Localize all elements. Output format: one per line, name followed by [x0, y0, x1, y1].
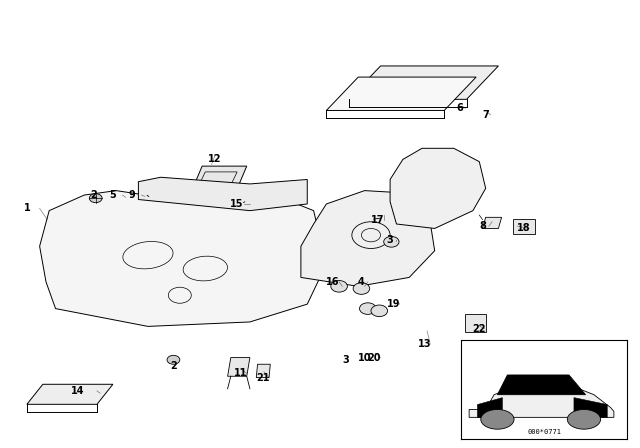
Text: 19: 19: [387, 299, 400, 309]
Text: 22: 22: [472, 323, 486, 334]
Text: 8: 8: [479, 221, 486, 231]
Text: 13: 13: [419, 339, 432, 349]
Polygon shape: [390, 148, 486, 228]
Text: 21: 21: [256, 373, 269, 383]
Polygon shape: [477, 398, 502, 418]
Text: 000*0771: 000*0771: [527, 429, 561, 435]
Text: 2: 2: [90, 190, 97, 200]
Circle shape: [167, 355, 180, 364]
Text: 11: 11: [234, 368, 247, 378]
Circle shape: [331, 280, 348, 292]
FancyBboxPatch shape: [465, 314, 486, 332]
Text: 3: 3: [387, 235, 394, 245]
Polygon shape: [574, 398, 607, 418]
FancyBboxPatch shape: [513, 219, 535, 234]
Text: 20: 20: [367, 353, 381, 362]
Text: 12: 12: [208, 155, 221, 164]
Circle shape: [360, 303, 376, 314]
Text: 10: 10: [358, 353, 371, 362]
Polygon shape: [301, 190, 435, 286]
Circle shape: [384, 237, 399, 247]
Circle shape: [90, 194, 102, 202]
Polygon shape: [497, 375, 586, 395]
Text: 14: 14: [71, 386, 84, 396]
Circle shape: [371, 305, 388, 317]
Polygon shape: [228, 358, 250, 376]
Text: 4: 4: [358, 277, 365, 287]
Text: 5: 5: [109, 190, 116, 200]
Text: 6: 6: [457, 103, 463, 113]
Polygon shape: [469, 385, 614, 418]
Text: 15: 15: [230, 199, 244, 209]
Polygon shape: [40, 190, 326, 327]
Polygon shape: [256, 364, 270, 378]
Text: 7: 7: [483, 110, 489, 120]
Polygon shape: [483, 217, 502, 228]
Polygon shape: [138, 177, 307, 211]
Polygon shape: [326, 77, 476, 111]
Text: 1: 1: [24, 203, 30, 213]
Circle shape: [481, 409, 514, 429]
Text: 3: 3: [342, 355, 349, 365]
Circle shape: [567, 409, 600, 429]
Polygon shape: [349, 66, 499, 99]
Text: 17: 17: [371, 215, 384, 224]
Text: 18: 18: [517, 224, 531, 233]
Polygon shape: [186, 166, 246, 204]
Circle shape: [353, 283, 370, 294]
Polygon shape: [27, 384, 113, 404]
Text: 9: 9: [129, 190, 136, 200]
Text: 2: 2: [170, 362, 177, 371]
Text: 16: 16: [326, 277, 339, 287]
